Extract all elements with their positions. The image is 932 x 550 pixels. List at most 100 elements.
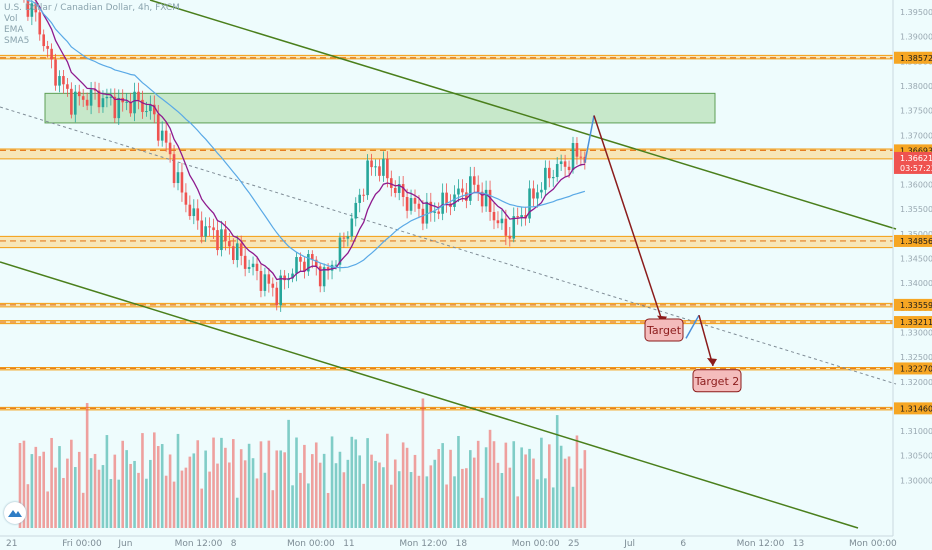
volume-bar xyxy=(496,462,500,528)
volume-bar xyxy=(314,442,318,528)
candle-body xyxy=(153,104,156,115)
sma-line xyxy=(26,0,586,269)
price-tick-label: 1.35500 xyxy=(900,205,932,214)
volume-bar xyxy=(141,433,144,528)
volume-bar xyxy=(239,449,243,528)
candle-body xyxy=(461,188,464,193)
volume-bar xyxy=(117,479,121,528)
volume-bar xyxy=(421,398,425,528)
volume-bar xyxy=(113,454,117,528)
volume-bar xyxy=(109,479,113,528)
candle-body xyxy=(330,264,334,271)
current-price-label: 1.36621 xyxy=(900,154,932,163)
zone-band xyxy=(0,320,893,324)
volume-bar xyxy=(453,476,456,528)
candle-body xyxy=(311,254,314,260)
volume-bar xyxy=(58,446,61,528)
volume-bar xyxy=(413,454,417,528)
candle-body xyxy=(204,226,207,237)
candle-body xyxy=(62,76,65,85)
countdown-label: 03:57:22 xyxy=(900,164,932,173)
time-tick-label: Mon 12:00 xyxy=(175,539,223,549)
volume-bar xyxy=(303,444,306,528)
candle-body xyxy=(579,156,583,158)
target-label: Target 2 xyxy=(694,375,740,388)
volume-bar xyxy=(500,473,504,528)
volume-bar xyxy=(571,486,575,528)
volume-bar xyxy=(255,478,259,528)
mid-channel-line xyxy=(0,106,897,385)
candle-body xyxy=(370,160,373,168)
volume-bar xyxy=(346,459,350,528)
volume-bar xyxy=(386,433,389,528)
time-tick-label: 21 xyxy=(6,539,17,549)
price-axis: 1.395001.390001.385001.380001.375001.370… xyxy=(892,0,932,536)
price-level-label: 1.32270 xyxy=(900,364,932,373)
candle-body xyxy=(354,202,358,219)
candle-body xyxy=(251,263,255,268)
volume-bar xyxy=(89,458,93,528)
volume-bar xyxy=(291,485,294,528)
candle-body xyxy=(322,267,326,287)
candle-body xyxy=(342,237,346,239)
candle-body xyxy=(401,184,405,198)
candle-body xyxy=(413,198,417,204)
price-tick-label: 1.32500 xyxy=(900,353,932,362)
candle-body xyxy=(160,130,164,141)
volume-bar xyxy=(342,472,346,528)
volume-bar xyxy=(417,475,421,528)
candle-body xyxy=(540,189,543,193)
candle-body xyxy=(220,229,223,251)
volume-bar xyxy=(224,447,227,528)
candle-body xyxy=(575,142,579,157)
volume-bar xyxy=(390,484,393,528)
volume-bar xyxy=(334,463,338,528)
indicator-ema: EMA xyxy=(4,25,24,35)
volume-bar xyxy=(212,437,215,528)
volume-bar xyxy=(476,440,480,528)
candle-body xyxy=(101,98,105,108)
tradingview-logo-icon[interactable] xyxy=(4,502,26,524)
volume-bar xyxy=(137,472,140,528)
volume-bar xyxy=(528,448,531,528)
candle-body xyxy=(417,203,421,209)
candle-body xyxy=(563,161,567,167)
upper-channel-line xyxy=(149,0,897,230)
candle-body xyxy=(480,191,484,207)
candle-body xyxy=(224,229,227,242)
candle-body xyxy=(488,189,492,212)
candle-body xyxy=(326,267,330,271)
candle-body xyxy=(279,275,282,306)
price-tick-label: 1.36000 xyxy=(900,181,932,190)
candle-body xyxy=(77,91,81,97)
candle-body xyxy=(255,263,259,272)
candle-body xyxy=(457,188,460,195)
volume-bar xyxy=(267,440,271,528)
volume-bar xyxy=(279,450,282,528)
volume-bar xyxy=(548,444,551,528)
candle-body xyxy=(74,91,77,115)
candle-body xyxy=(113,96,117,119)
volume-bar xyxy=(508,467,512,528)
candle-body xyxy=(30,3,34,17)
zone-band xyxy=(0,149,893,159)
volume-bar xyxy=(540,437,543,528)
price-level-label: 1.31460 xyxy=(900,404,932,413)
price-level-tag xyxy=(894,362,932,375)
candle-body xyxy=(172,154,176,184)
time-tick-label: Mon 00:00 xyxy=(512,539,560,549)
volume-bar xyxy=(488,429,492,528)
candle-body xyxy=(567,166,571,171)
volume-bar xyxy=(520,447,523,528)
volume-bar xyxy=(461,468,464,528)
volume-bar xyxy=(437,449,440,528)
candle-body xyxy=(259,271,263,291)
volume-bar xyxy=(235,497,239,528)
volume-bar xyxy=(378,462,381,528)
candle-body xyxy=(168,142,172,155)
volume-bar xyxy=(382,467,385,528)
volume-bar xyxy=(62,477,65,528)
candle-body xyxy=(362,194,365,196)
